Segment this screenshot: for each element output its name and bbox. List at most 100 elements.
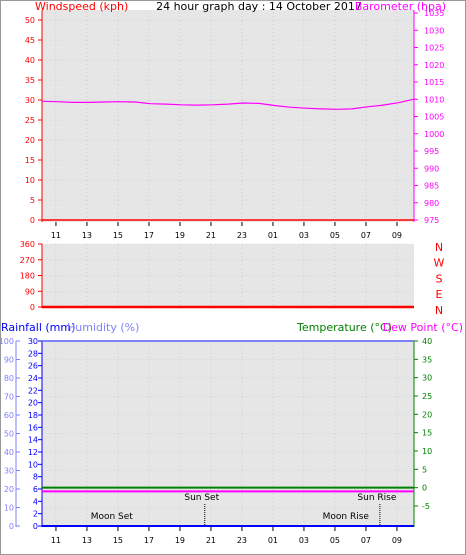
x-tick-label: 01 xyxy=(268,536,278,545)
humidity-tick-label: 20 xyxy=(4,485,14,494)
barometer-tick-label: 1015 xyxy=(424,78,444,87)
compass-label: N xyxy=(435,241,443,254)
wind-direction-grid xyxy=(42,243,414,308)
windspeed-tick-label: 30 xyxy=(25,96,35,105)
humidity-tick-label: 90 xyxy=(4,356,14,365)
x-tick-label: 21 xyxy=(206,231,216,240)
top-grid xyxy=(42,12,414,221)
windspeed-tick-label: 40 xyxy=(25,56,35,65)
x-tick-label: 13 xyxy=(82,536,92,545)
x-tick-label: 09 xyxy=(392,231,402,240)
barometer-tick-label: 1020 xyxy=(424,61,444,70)
humidity-tick-label: 80 xyxy=(4,374,14,383)
x-tick-label: 03 xyxy=(299,231,309,240)
bottom-series xyxy=(42,340,414,527)
wind-direction-tick-label: 0 xyxy=(30,303,35,312)
top-series xyxy=(41,98,415,221)
x-tick-label: 15 xyxy=(113,536,123,545)
barometer-line xyxy=(41,98,415,110)
barometer-axis-ticks: 975 980 985 990 995 1000 1005 1010 1015 1020 1025 1… xyxy=(413,9,444,225)
compass-label: E xyxy=(436,288,443,301)
humidity-tick-label: 70 xyxy=(4,393,14,402)
barometer-tick-label: 985 xyxy=(424,182,439,191)
rainfall-tick-label: 8 xyxy=(33,473,38,482)
temperature-tick-label: 15 xyxy=(422,429,432,438)
dew-point-axis-label: Dew Point (°C) xyxy=(383,321,463,334)
windspeed-tick-label: 25 xyxy=(25,116,35,125)
top-x-axis-ticks: 11 13 15 17 19 21 23 01 03 05 07 09 xyxy=(51,222,402,240)
x-tick-label: 23 xyxy=(237,231,247,240)
humidity-tick-label: 30 xyxy=(4,467,14,476)
rainfall-tick-label: 12 xyxy=(28,448,38,457)
barometer-tick-label: 995 xyxy=(424,147,439,156)
windspeed-tick-label: 35 xyxy=(25,76,35,85)
humidity-axis-label: Humidity (%) xyxy=(67,321,139,334)
humidity-axis-ticks: 0 10 20 30 40 50 60 70 80 90 100 xyxy=(0,337,20,531)
sun-event-label: Sun Rise xyxy=(357,493,396,503)
x-tick-label: 11 xyxy=(51,231,61,240)
x-tick-label: 07 xyxy=(361,536,371,545)
bottom-plot-area xyxy=(42,341,414,527)
humidity-tick-label: 0 xyxy=(9,522,14,531)
windspeed-tick-label: 15 xyxy=(25,156,35,165)
windspeed-tick-label: 0 xyxy=(30,216,35,225)
barometer-tick-label: 1030 xyxy=(424,26,444,35)
rainfall-tick-label: 28 xyxy=(28,349,38,358)
windspeed-tick-label: 50 xyxy=(25,16,35,25)
x-tick-label: 15 xyxy=(113,231,123,240)
bottom-x-axis-ticks: 11 13 15 17 19 21 23 01 03 05 07 09 xyxy=(51,527,402,545)
sun-moon-annotations: Moon Set Sun Set Moon Rise Sun Rise xyxy=(91,493,397,526)
barometer-tick-label: 980 xyxy=(424,199,439,208)
temperature-tick-label: 35 xyxy=(422,355,432,364)
temperature-tick-label: 10 xyxy=(422,447,432,456)
rainfall-tick-label: 24 xyxy=(28,374,38,383)
chart-title: 24 hour graph day : 14 October 2017 xyxy=(156,0,362,13)
wind-direction-axis-ticks: 0 90 180 270 360 xyxy=(20,240,43,312)
x-tick-label: 19 xyxy=(175,536,185,545)
barometer-tick-label: 1010 xyxy=(424,95,444,104)
temperature-tick-label: 30 xyxy=(422,374,432,383)
temperature-tick-label: 5 xyxy=(422,465,427,474)
wind-direction-tick-label: 270 xyxy=(20,256,35,265)
wind-direction-tick-label: 90 xyxy=(25,287,35,296)
humidity-tick-label: 60 xyxy=(4,411,14,420)
humidity-tick-label: 50 xyxy=(4,430,14,439)
rainfall-tick-label: 20 xyxy=(28,399,38,408)
temperature-tick-label: 25 xyxy=(422,392,432,401)
bottom-grid xyxy=(42,340,414,527)
x-tick-label: 11 xyxy=(51,536,61,545)
x-tick-label: 13 xyxy=(82,231,92,240)
rainfall-tick-label: 30 xyxy=(28,337,38,346)
barometer-tick-label: 1025 xyxy=(424,44,444,53)
temperature-tick-label: 0 xyxy=(422,484,427,493)
humidity-tick-label: 40 xyxy=(4,448,14,457)
barometer-tick-label: 1035 xyxy=(424,9,444,18)
rainfall-axis-label: Rainfall (mm) xyxy=(1,321,75,334)
moon-event-label: Moon Rise xyxy=(323,512,370,522)
barometer-tick-label: 990 xyxy=(424,164,439,173)
x-tick-label: 07 xyxy=(361,231,371,240)
rainfall-tick-label: 0 xyxy=(33,522,38,531)
compass-label: S xyxy=(436,272,443,285)
temperature-tick-label: 20 xyxy=(422,410,432,419)
x-tick-label: 03 xyxy=(299,536,309,545)
rainfall-tick-label: 14 xyxy=(28,436,38,445)
top-plot-area xyxy=(42,10,414,222)
rainfall-tick-label: 6 xyxy=(33,485,38,494)
windspeed-tick-label: 5 xyxy=(30,196,35,205)
barometer-tick-label: 975 xyxy=(424,216,439,225)
temperature-tick-label: 40 xyxy=(422,337,432,346)
x-tick-label: 21 xyxy=(206,536,216,545)
moon-event-label: Moon Set xyxy=(91,512,134,522)
windspeed-axis-ticks: 0 5 10 15 20 25 30 35 40 45 50 xyxy=(25,10,43,225)
rainfall-tick-label: 18 xyxy=(28,411,38,420)
x-tick-label: 05 xyxy=(330,231,340,240)
temperature-axis-label: Temperature (°C) xyxy=(296,321,392,334)
windspeed-tick-label: 10 xyxy=(25,176,35,185)
rainfall-tick-label: 16 xyxy=(28,423,38,432)
x-tick-label: 09 xyxy=(392,536,402,545)
wind-direction-plot-area xyxy=(42,244,414,308)
windspeed-tick-label: 45 xyxy=(25,36,35,45)
